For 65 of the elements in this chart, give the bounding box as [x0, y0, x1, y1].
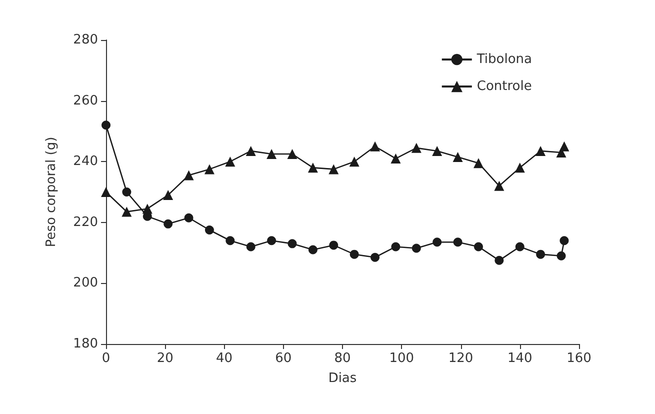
x-tick-label: 0: [102, 351, 110, 366]
point: [246, 242, 256, 252]
point: [560, 236, 569, 246]
y-tick-label: 180: [73, 336, 98, 352]
point: [329, 240, 338, 250]
point: [184, 213, 194, 222]
point: [556, 251, 566, 260]
point: [350, 250, 359, 259]
point: [391, 242, 400, 252]
point: [536, 250, 546, 259]
point: [328, 164, 339, 174]
point: [308, 162, 318, 173]
x-tick-label: 160: [566, 351, 592, 366]
point: [514, 162, 525, 173]
point: [267, 236, 276, 246]
x-tick-label: 60: [275, 351, 292, 366]
point: [474, 242, 483, 252]
point: [349, 156, 360, 167]
point: [226, 236, 235, 246]
y-axis-title: Peso corporal (g): [44, 136, 59, 248]
point: [204, 164, 214, 174]
y-tick-label: 280: [73, 32, 98, 48]
point: [288, 239, 297, 248]
y-tick-label: 240: [73, 154, 98, 170]
x-tick-label: 80: [334, 351, 351, 366]
y-tick-label: 200: [73, 276, 98, 291]
point: [246, 146, 256, 156]
point: [473, 158, 484, 168]
point: [164, 219, 173, 228]
point: [370, 141, 380, 152]
legend-label: Controle: [476, 79, 532, 94]
point: [102, 120, 110, 130]
point: [370, 252, 380, 262]
y-tick-label: 260: [73, 93, 98, 108]
point: [432, 146, 442, 156]
x-tick-label: 40: [216, 351, 233, 366]
point: [122, 188, 132, 196]
legend-label: Tibolona: [476, 52, 532, 67]
point: [411, 142, 422, 153]
x-tick-label: 140: [507, 351, 532, 366]
point: [266, 149, 277, 159]
point: [432, 238, 442, 247]
point: [225, 156, 236, 167]
point: [494, 180, 504, 191]
point: [163, 190, 174, 200]
point: [494, 256, 504, 265]
point: [536, 146, 546, 156]
x-tick-label: 120: [448, 351, 474, 366]
point: [453, 238, 462, 247]
x-tick-label: 20: [156, 351, 174, 366]
point: [559, 141, 570, 152]
point: [101, 187, 111, 197]
x-tick-label: 100: [389, 351, 414, 366]
point: [142, 204, 152, 214]
point: [308, 245, 318, 254]
point: [515, 242, 524, 252]
point: [204, 226, 214, 234]
y-tick-label: 220: [73, 214, 98, 230]
point: [122, 206, 132, 217]
point: [184, 170, 194, 180]
point: [452, 152, 463, 162]
point: [390, 154, 401, 164]
point: [412, 244, 421, 253]
point: [287, 149, 298, 159]
x-axis-title: Dias: [328, 371, 357, 386]
